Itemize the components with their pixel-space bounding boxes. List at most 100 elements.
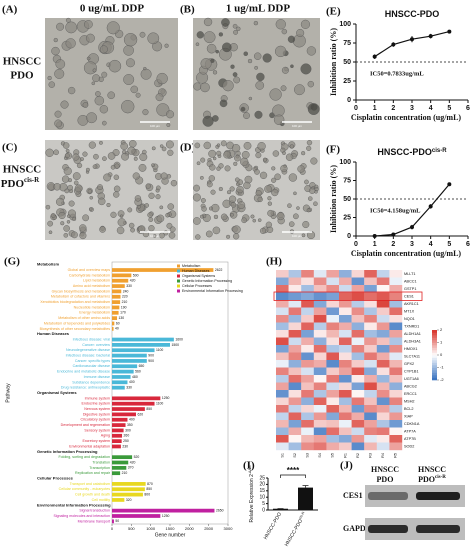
heatmap-cell — [301, 322, 314, 331]
heatmap-cell — [351, 412, 365, 421]
organoid — [165, 213, 170, 218]
heatmap-cell — [339, 322, 352, 331]
organoid — [226, 190, 232, 195]
organoid — [47, 75, 52, 81]
organoid — [63, 233, 69, 238]
organoid — [267, 201, 272, 206]
organoid — [275, 19, 286, 30]
organoid — [271, 177, 277, 183]
bar — [112, 289, 122, 294]
heatmap-cell — [364, 405, 377, 413]
heatmap-cell — [364, 270, 377, 278]
category-label: Infectious disease: bacterial — [66, 354, 111, 358]
organoid — [80, 157, 84, 161]
heatmap-cell — [313, 292, 327, 301]
category-label: Biosynthesis of other secondary metaboli… — [40, 327, 111, 331]
bar — [112, 300, 121, 304]
row-label: ALDH1A1 — [404, 332, 421, 336]
heatmap-cell — [313, 322, 327, 331]
protein-label: CES1 — [343, 491, 363, 500]
heatmap-cell — [326, 292, 340, 301]
organoid — [82, 102, 89, 108]
organoid — [65, 17, 71, 23]
heatmap-cell — [351, 420, 365, 428]
colorbar-step — [432, 330, 437, 333]
heatmap-cell — [364, 427, 377, 436]
colorbar-step — [432, 347, 437, 351]
colorbar-step — [432, 335, 437, 338]
heatmap-cell — [301, 300, 314, 308]
organoid — [58, 211, 66, 220]
organoid — [130, 227, 135, 233]
category-label: Digestive system — [83, 412, 110, 416]
heatmap-cell — [326, 412, 340, 421]
heatmap-cell — [351, 322, 365, 331]
organoid — [307, 80, 315, 88]
organoid — [53, 37, 58, 43]
organoid — [241, 217, 247, 224]
column-label: R3 — [369, 453, 373, 458]
legend-swatch — [177, 289, 180, 293]
heatmap-cell — [301, 397, 314, 406]
value-label: 210 — [122, 471, 128, 475]
row-label: MSH2 — [404, 399, 415, 403]
category-label: Development and regeneration — [61, 423, 110, 427]
heatmap-cell — [276, 322, 289, 331]
heatmap-cell — [326, 427, 340, 436]
row-label: SLC7A11 — [404, 354, 420, 358]
bar — [112, 455, 133, 460]
data-point — [447, 182, 452, 187]
value-label: 400 — [129, 380, 135, 384]
bar — [112, 353, 147, 358]
organoid — [218, 186, 223, 192]
value-label: 2650 — [216, 509, 224, 513]
organoid — [259, 227, 267, 234]
organoid — [236, 26, 241, 31]
heatmap-cell — [351, 307, 365, 316]
bar — [112, 348, 155, 353]
organoid — [226, 234, 231, 239]
organoid — [97, 197, 106, 206]
heatmap-cell — [339, 292, 352, 301]
organoid — [113, 174, 120, 181]
organoid — [158, 232, 165, 239]
category-label: Cancer: overview — [82, 343, 110, 347]
x-tick-label: 500 — [128, 526, 135, 531]
organoid — [101, 71, 108, 78]
heatmap-cell — [326, 285, 340, 293]
organoid — [68, 200, 75, 207]
category-label: Cell motility — [92, 498, 111, 502]
y-tick-label: 100 — [339, 159, 351, 166]
legend-label: Cellular Processes — [182, 284, 212, 288]
organoid — [230, 202, 237, 208]
organoid — [257, 142, 266, 151]
row-label-main: PDO — [1, 178, 25, 190]
heatmap-cell — [313, 352, 327, 361]
heatmap-cell — [326, 367, 340, 376]
row-label: ALDH3A1 — [404, 339, 421, 343]
organoid — [212, 156, 217, 161]
organoid — [79, 232, 87, 240]
heatmap-cell — [276, 270, 289, 278]
value-label: 300 — [125, 428, 131, 432]
heatmap-cell — [313, 270, 327, 278]
legend-label: Genetic Information Processing — [182, 279, 232, 283]
bar — [112, 396, 161, 401]
organoid — [129, 140, 137, 148]
heatmap-cell — [376, 390, 390, 398]
y-tick-label: 75 — [343, 177, 351, 184]
organoid — [243, 141, 252, 150]
heatmap-cell — [313, 420, 327, 428]
heatmap-cell — [313, 315, 327, 323]
heatmap-cell — [376, 435, 390, 443]
heatmap-cell — [276, 292, 289, 301]
heatmap-cell — [326, 300, 340, 308]
y-axis-label: Relative Expression 2-ΔΔct — [248, 466, 255, 523]
chart-title: HNSCC-PDO — [385, 9, 440, 19]
organoid — [232, 233, 240, 240]
colorbar-step — [432, 367, 437, 371]
organoid — [253, 52, 262, 60]
heatmap-cell — [288, 375, 302, 383]
organoid — [92, 74, 100, 83]
